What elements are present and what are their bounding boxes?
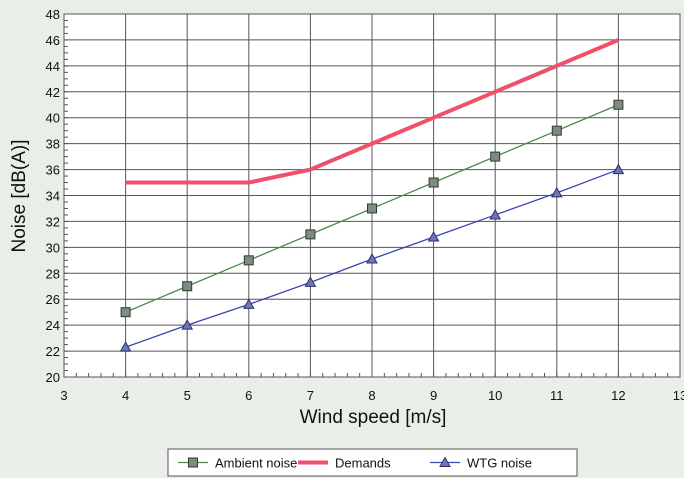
legend-box (167, 448, 578, 477)
x-tick-label: 8 (368, 388, 375, 403)
y-tick-label: 28 (46, 266, 60, 281)
series-ambient-noise (120, 99, 624, 318)
data-point-wtg-noise (242, 298, 255, 309)
legend-label-ambient-noise: Ambient noise (215, 456, 297, 471)
data-point-ambient-noise (120, 307, 131, 318)
x-tick-label: 10 (488, 388, 502, 403)
y-tick-label: 34 (46, 189, 60, 204)
y-tick-label: 30 (46, 240, 60, 255)
series-layer (119, 38, 625, 352)
x-tick-label: 11 (550, 388, 564, 403)
y-tick-label: 42 (46, 85, 60, 100)
legend-item-ambient-noise: Ambient noise (178, 456, 297, 471)
data-point-wtg-noise (366, 252, 378, 264)
data-point-ambient-noise (367, 203, 377, 214)
data-point-ambient-noise (305, 229, 316, 240)
data-point-ambient-noise (182, 281, 193, 292)
data-point-wtg-noise (489, 208, 502, 220)
x-tick-label: 12 (611, 388, 625, 403)
data-point-wtg-noise (612, 163, 625, 175)
series-demands (125, 38, 620, 185)
series-wtg-noise (119, 163, 625, 352)
y-tick-label: 32 (46, 214, 60, 229)
y-tick-label: 38 (46, 137, 60, 152)
y-tick-label: 20 (46, 370, 60, 385)
data-point-ambient-noise (243, 255, 254, 266)
legend-marker-wtg-noise (439, 456, 451, 467)
ticks: 3 4 5 6 7 8 9 10 11 12 132022242628303234363840424… (46, 7, 684, 403)
y-tick-label: 22 (46, 344, 60, 359)
x-tick-label: 7 (307, 388, 314, 403)
x-axis-title: Wind speed [m/s] (300, 407, 447, 428)
data-point-wtg-noise (181, 319, 194, 330)
y-tick-label: 46 (46, 33, 60, 48)
data-point-ambient-noise (613, 99, 624, 110)
x-tick-label: 9 (430, 388, 437, 403)
x-tick-label: 3 (60, 388, 67, 403)
data-point-ambient-noise (428, 177, 439, 188)
legend: Ambient noise Demands WTG noise (167, 448, 578, 477)
y-tick-label: 26 (46, 292, 60, 307)
data-point-wtg-noise (119, 341, 132, 352)
legend-item-wtg-noise: WTG noise (430, 456, 532, 471)
legend-item-demands: Demands (298, 456, 391, 471)
y-tick-label: 36 (46, 163, 60, 178)
x-tick-label: 13 (673, 388, 684, 403)
x-tick-label: 5 (184, 388, 191, 403)
x-tick-label: 4 (122, 388, 129, 403)
legend-label-wtg-noise: WTG noise (467, 456, 532, 471)
series-line-demands (125, 38, 620, 185)
y-tick-label: 24 (46, 318, 60, 333)
data-point-wtg-noise (550, 186, 563, 198)
y-axis-title: Noise [dB(A)] (9, 140, 30, 253)
y-tick-label: 48 (46, 7, 60, 22)
data-point-ambient-noise (551, 125, 562, 136)
data-point-ambient-noise (490, 151, 501, 162)
grid (63, 13, 681, 378)
data-point-wtg-noise (304, 276, 317, 287)
legend-label-demands: Demands (335, 456, 391, 471)
y-tick-label: 44 (46, 59, 60, 74)
x-tick-label: 6 (245, 388, 252, 403)
y-tick-label: 40 (46, 111, 60, 126)
data-point-wtg-noise (427, 230, 440, 242)
legend-marker-ambient-noise (188, 457, 198, 468)
